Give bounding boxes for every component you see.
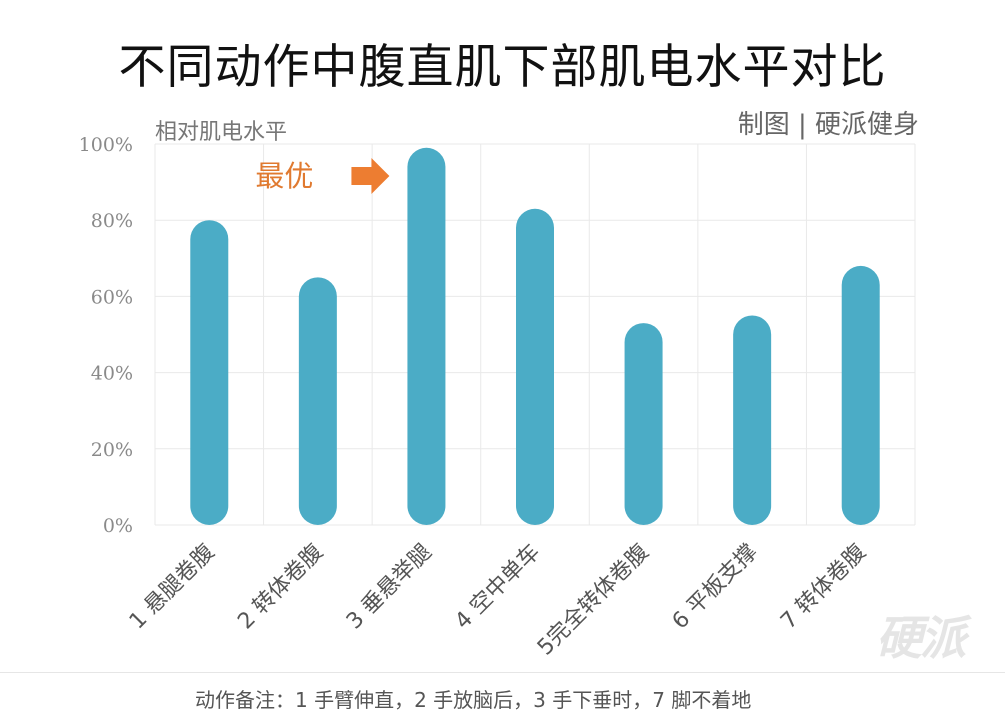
bar [516, 208, 554, 525]
arrow-right-icon [351, 158, 390, 194]
y-tick-label: 100% [79, 134, 133, 156]
bar [407, 147, 446, 525]
x-tick-label: 5完全转体卷腹 [533, 540, 654, 661]
chart-title: 不同动作中腹直肌下部肌电水平对比 [118, 40, 887, 95]
x-tick-label: 6 平板支撑 [668, 540, 763, 635]
footer-divider [0, 672, 1005, 673]
y-axis-label: 相对肌电水平 [155, 120, 288, 145]
bars [190, 147, 880, 525]
footer-note: 动作备注：1 手臂伸直，2 手放脑后，3 手下垂时，7 脚不着地 [195, 688, 752, 712]
y-tick-label: 80% [91, 210, 133, 232]
watermark-logo: 硬派 [876, 611, 966, 665]
bar [190, 220, 229, 525]
x-tick-label: 4 空中单车 [450, 540, 545, 635]
x-tick-label: 2 转体卷腹 [233, 540, 328, 635]
x-tick-label: 3 垂悬举腿 [342, 540, 437, 635]
x-tick-label: 7 转体卷腹 [776, 540, 871, 635]
y-tick-label: 40% [91, 363, 133, 385]
bar [841, 265, 880, 525]
y-tick-label: 0% [103, 515, 133, 537]
bar-chart: 0% 20% 40% 60% 80% 100% 1 悬腿卷腹 2 转体卷腹 3 垂悬举腿 4 空… [79, 134, 916, 661]
bar [624, 323, 663, 525]
y-tick-label: 20% [91, 439, 133, 461]
annotation-group: 最优 [255, 158, 390, 194]
credit-text: 制图 | 硬派健身 [737, 110, 919, 140]
y-tick-label: 60% [91, 286, 133, 308]
annotation-label: 最优 [255, 159, 313, 193]
y-tick-labels: 0% 20% 40% 60% 80% 100% [79, 134, 133, 537]
bar [298, 277, 337, 525]
x-tick-label: 1 悬腿卷腹 [125, 540, 220, 635]
bar [733, 315, 772, 525]
